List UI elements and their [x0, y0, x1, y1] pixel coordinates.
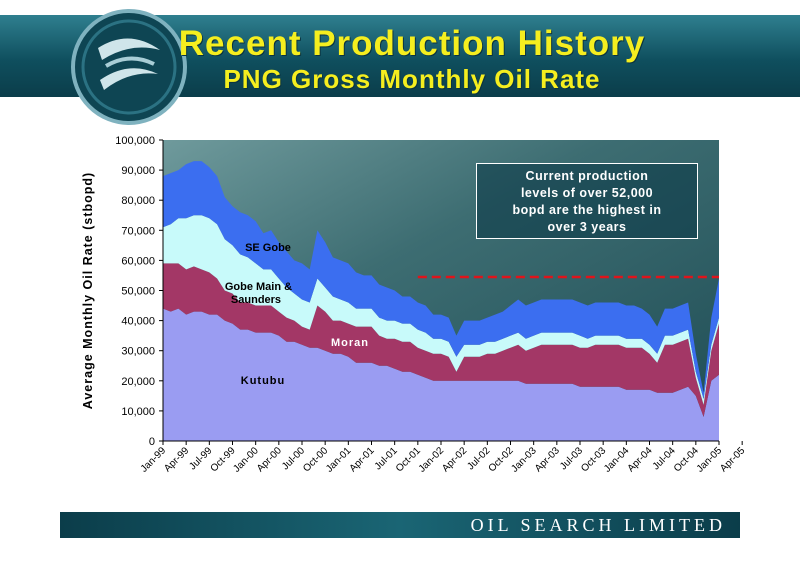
y-tick-label: 20,000	[121, 376, 155, 388]
callout-box: Current production levels of over 52,000…	[476, 163, 698, 239]
x-tick-label: Apr-04	[626, 445, 655, 474]
x-tick-label: Jan-00	[231, 445, 261, 475]
x-tick-label: Jan-99	[139, 445, 169, 475]
y-tick-label: 50,000	[121, 286, 155, 298]
callout-line: levels of over 52,000	[520, 186, 654, 200]
series-label-moran: Moran	[331, 337, 369, 349]
y-tick-label: 40,000	[121, 316, 155, 328]
y-tick-label: 80,000	[121, 195, 155, 207]
y-tick-label: 60,000	[121, 255, 155, 267]
x-tick-label: Apr-01	[348, 445, 377, 474]
x-tick-label: Apr-00	[255, 445, 284, 474]
callout-line: bopd are the highest in	[512, 203, 662, 217]
area-moran	[163, 263, 719, 417]
x-tick-label: Jan-02	[417, 445, 447, 475]
y-tick-label: 90,000	[121, 165, 155, 177]
y-tick-label: 0	[149, 436, 155, 448]
y-tick-label: 100,000	[115, 135, 155, 147]
footer-bar: OIL SEARCH LIMITED	[60, 512, 740, 538]
area-se-gobe	[163, 161, 719, 399]
y-tick-label: 70,000	[121, 225, 155, 237]
page-title: Recent Production History	[178, 24, 646, 63]
y-tick-label: 10,000	[121, 406, 155, 418]
production-chart: 0 10,000 20,000 30,000 40,000 50,000 60,000 70,…	[81, 135, 748, 475]
company-name: OIL SEARCH LIMITED	[470, 515, 726, 535]
series-label-gobe-main-saunders: Gobe Main & Saunders	[225, 281, 295, 306]
x-tick-label: Apr-99	[162, 445, 191, 474]
series-label-kutubu: Kutubu	[241, 375, 285, 387]
x-tick-label: Apr-03	[533, 445, 562, 474]
x-tick-label: Apr-02	[440, 445, 469, 474]
y-tick-label: 30,000	[121, 346, 155, 358]
y-axis-label: Average Monthly Oil Rate (stbopd)	[81, 172, 95, 409]
page-subtitle: PNG Gross Monthly Oil Rate	[223, 64, 601, 94]
area-gobe-main-saunders	[163, 215, 719, 405]
x-tick-label: Apr-05	[718, 445, 747, 474]
x-tick-label: Jan-04	[602, 445, 632, 475]
x-tick-label: Jan-05	[695, 445, 725, 475]
company-logo	[71, 9, 187, 125]
x-tick-label: Jan-03	[509, 445, 539, 475]
callout-line: Current production	[525, 169, 649, 183]
series-label-se-gobe: SE Gobe	[245, 242, 291, 254]
area-kutubu	[163, 308, 719, 441]
callout-line: over 3 years	[547, 220, 627, 234]
x-tick-label: Jan-01	[324, 445, 354, 475]
